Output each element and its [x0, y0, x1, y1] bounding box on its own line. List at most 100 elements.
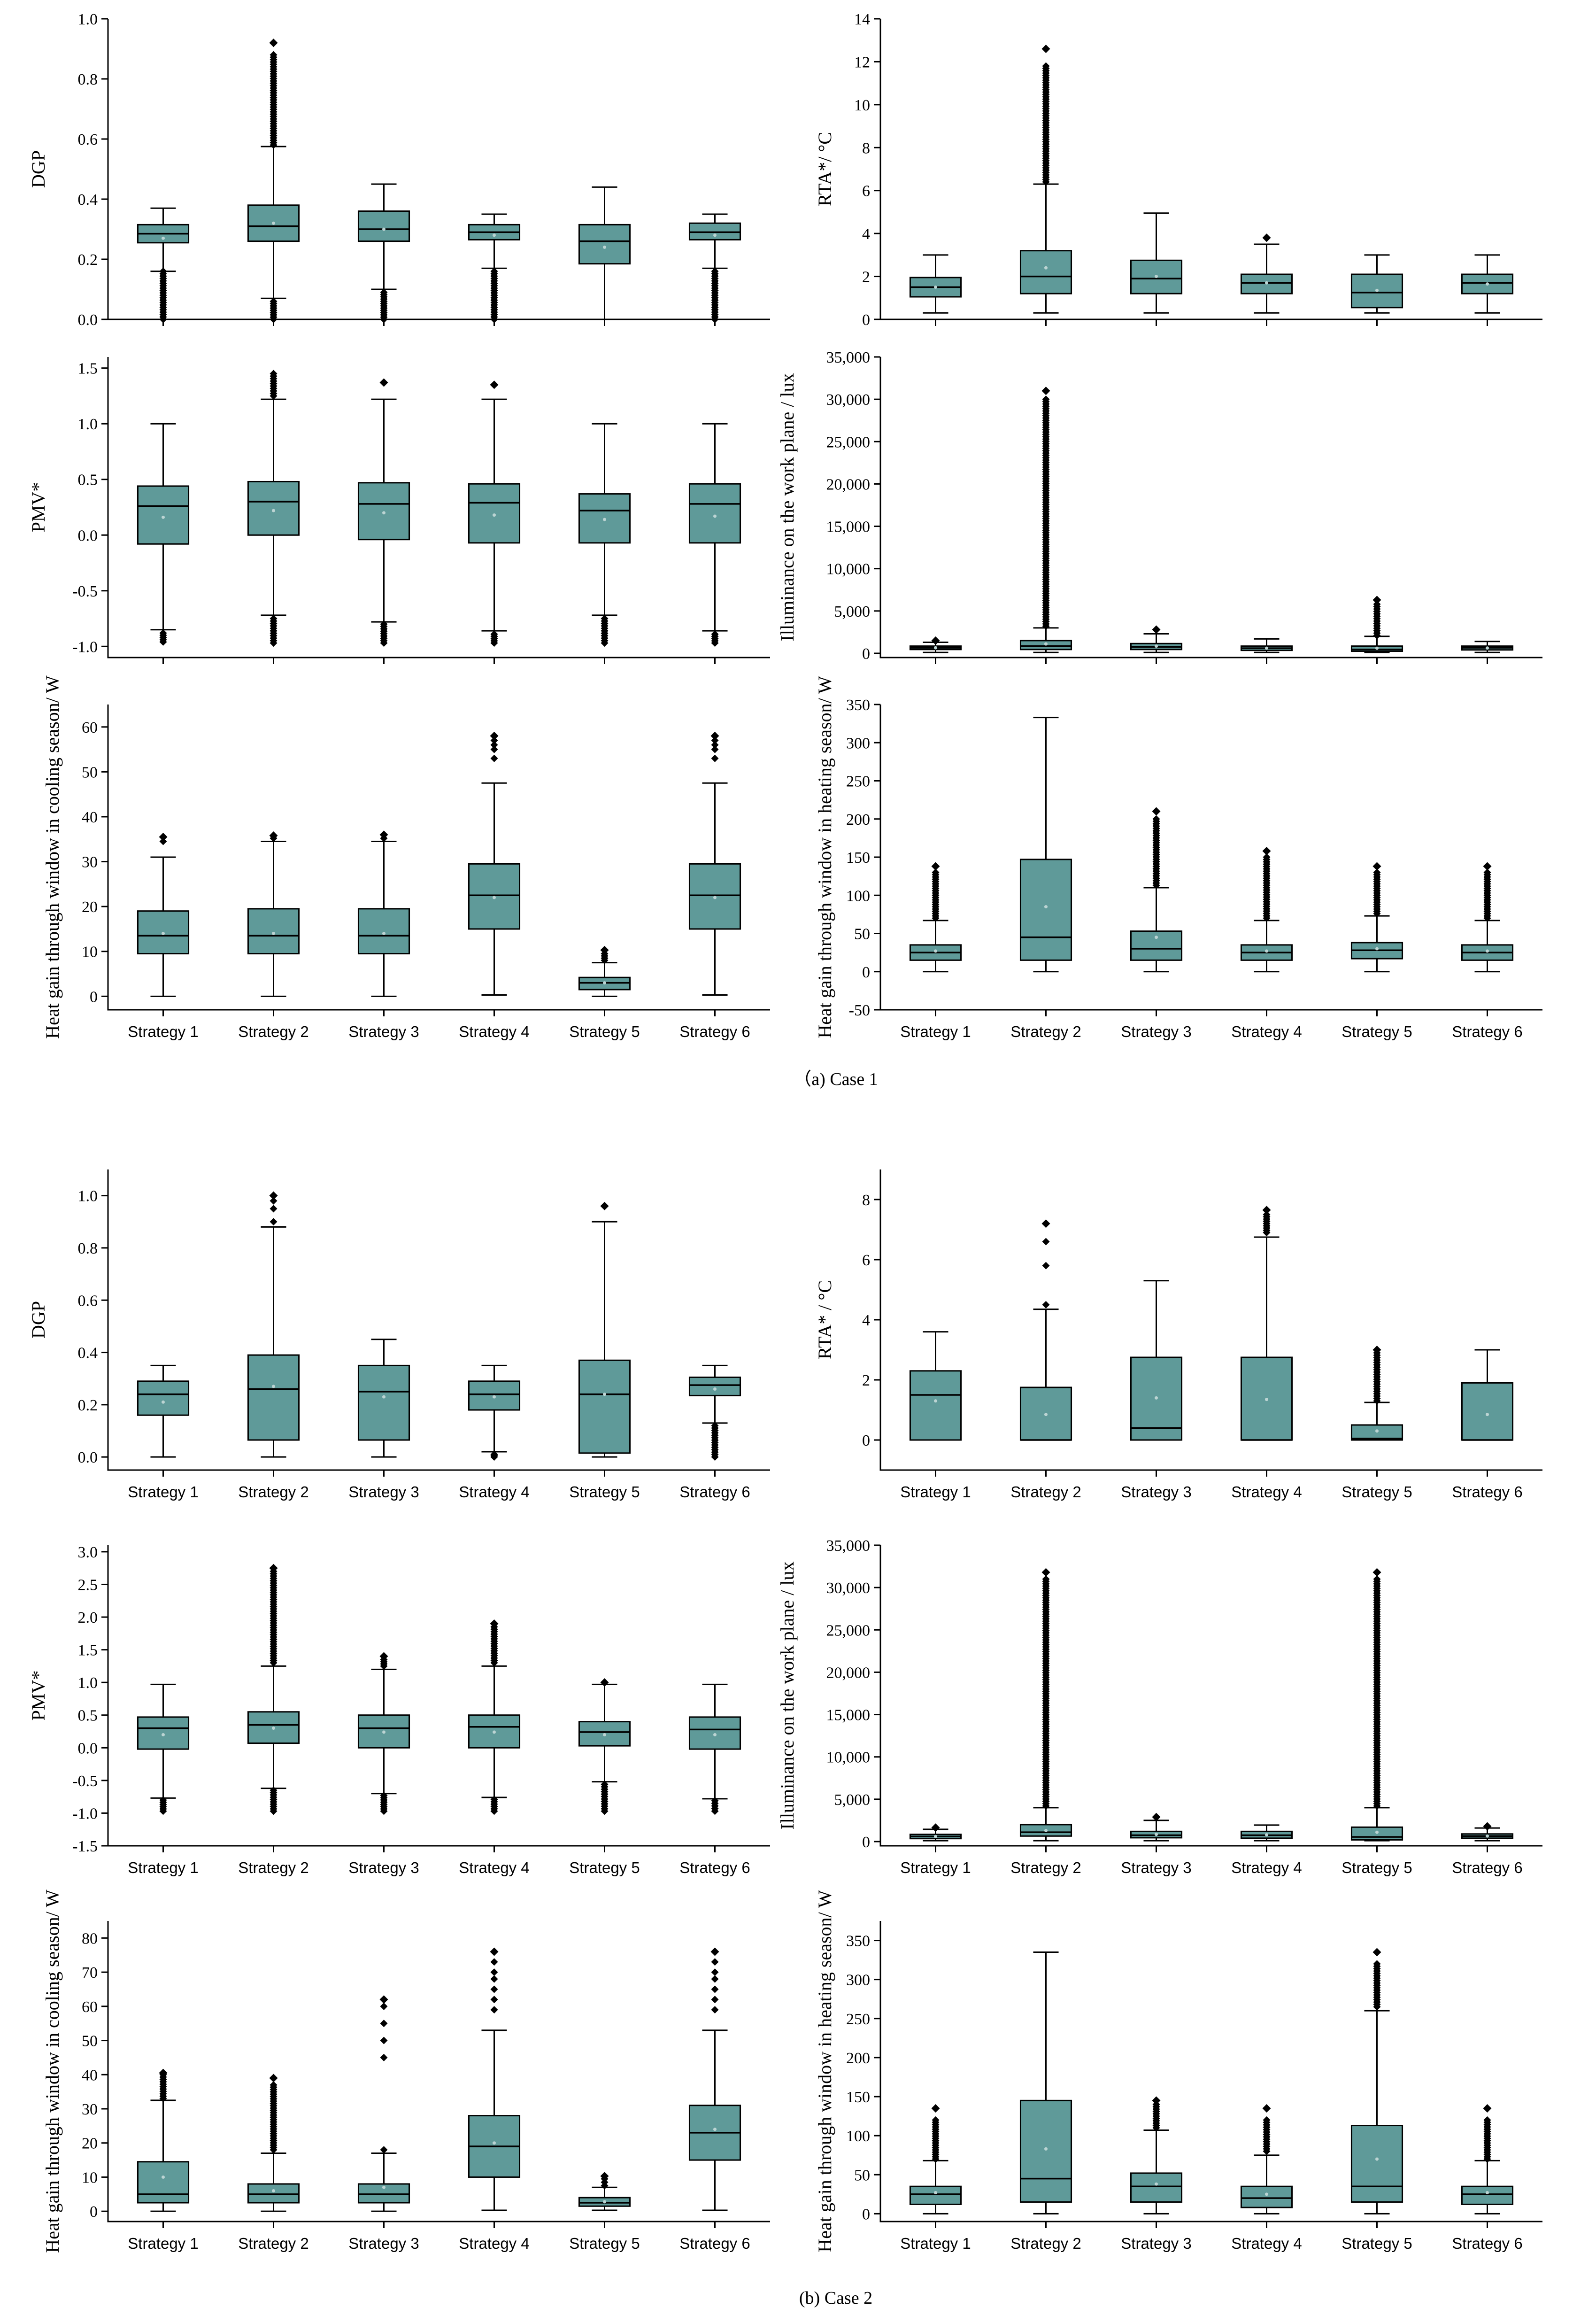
axis-frame — [879, 1921, 1542, 2222]
category-label: Strategy 5 — [569, 1023, 640, 1040]
y-tick-label: 0.5 — [78, 1707, 98, 1725]
category-label: Strategy 3 — [1121, 2235, 1191, 2252]
outlier-point — [380, 2002, 388, 2010]
outlier-point — [380, 639, 388, 647]
axis-frame — [879, 357, 1542, 658]
category-label: Strategy 4 — [1231, 1859, 1302, 1876]
box-4 — [468, 731, 521, 996]
panel-case1-rta: 0 2 4 6 8 10 12 14 RTA*/ °C — [814, 11, 1542, 329]
mean-marker — [493, 1730, 496, 1734]
box-3 — [357, 830, 410, 997]
y-tick-label: 0 — [862, 1432, 870, 1449]
y-tick-label: 0.6 — [78, 131, 98, 148]
y-tick-label: 2 — [862, 1372, 870, 1389]
iqr-box — [247, 1354, 300, 1441]
mean-marker — [713, 233, 717, 237]
y-axis-label: PMV* — [28, 482, 49, 533]
outlier-point — [1041, 1568, 1050, 1577]
panel-case1-pmv: -1.0 -0.5 0.0 0.5 1.0 1.5 PMV* — [28, 357, 770, 664]
outlier-point — [1262, 233, 1271, 242]
outlier-point — [711, 741, 719, 749]
outlier-point — [490, 741, 498, 749]
mean-marker — [934, 285, 937, 289]
outlier-point — [379, 830, 388, 839]
box-6 — [688, 213, 741, 323]
box-6 — [1461, 1349, 1514, 1441]
outlier-point — [490, 1985, 498, 1993]
outlier-point — [269, 2074, 278, 2083]
category-label: Strategy 2 — [238, 1483, 308, 1501]
y-tick-label: 350 — [846, 697, 870, 714]
mean-marker — [272, 221, 275, 225]
mean-marker — [603, 518, 606, 521]
mean-marker — [934, 1399, 937, 1403]
mean-marker — [713, 514, 717, 518]
mean-marker — [493, 2141, 496, 2145]
box-2 — [1019, 387, 1072, 653]
iqr-box — [1130, 930, 1183, 961]
category-label: Strategy 2 — [238, 1859, 308, 1876]
outlier-point — [270, 1197, 278, 1205]
outlier-point — [1152, 807, 1161, 816]
axis-frame — [107, 19, 770, 320]
mean-marker — [1155, 2182, 1158, 2186]
box-4 — [1240, 847, 1293, 973]
outlier-point — [1372, 862, 1381, 871]
outlier-point — [711, 1985, 719, 1993]
y-tick-label: 6 — [862, 1252, 870, 1269]
mean-marker — [162, 1733, 165, 1736]
y-tick-label: 0 — [862, 1834, 870, 1851]
box-2 — [247, 370, 300, 647]
outlier-point — [711, 1996, 719, 2004]
y-tick-label: 150 — [846, 849, 870, 867]
y-tick-label: 80 — [82, 1930, 98, 1947]
y-tick-label: 30 — [82, 854, 98, 871]
box-3 — [357, 1995, 410, 2212]
box-2 — [247, 2074, 300, 2212]
category-label: Strategy 1 — [900, 1483, 971, 1501]
y-axis-label: Heat gain through window in heating seas… — [814, 1890, 835, 2253]
outlier-point — [710, 731, 719, 740]
mean-marker — [493, 1395, 496, 1399]
outlier-point — [380, 2053, 388, 2061]
outlier-point — [490, 1453, 498, 1461]
mean-marker — [382, 227, 386, 231]
y-tick-label: 0.2 — [78, 1397, 98, 1414]
y-tick-label: 0 — [862, 964, 870, 981]
mean-marker — [1486, 1413, 1489, 1417]
y-tick-label: 70 — [82, 1964, 98, 1982]
outlier-point — [270, 2146, 278, 2154]
mean-marker — [934, 2191, 937, 2194]
box-1 — [137, 207, 190, 323]
category-label: Strategy 6 — [1452, 2235, 1522, 2252]
outlier-point — [159, 638, 167, 646]
axis-frame — [879, 705, 1542, 1011]
box-2 — [247, 1191, 300, 1458]
y-tick-label: 350 — [846, 1933, 870, 1950]
y-tick-label: 0.0 — [78, 527, 98, 544]
y-tick-label: 300 — [846, 735, 870, 752]
category-label: Strategy 3 — [1121, 1023, 1191, 1040]
y-tick-label: 0 — [862, 311, 870, 329]
category-label: Strategy 5 — [1342, 1859, 1412, 1876]
mean-marker — [1044, 642, 1048, 646]
mean-marker — [1486, 282, 1489, 286]
outlier-point — [1372, 596, 1381, 604]
mean-marker — [713, 896, 717, 899]
box-3 — [1130, 625, 1183, 653]
y-tick-label: 6 — [862, 183, 870, 200]
mean-marker — [272, 1727, 275, 1730]
outlier-point — [490, 1958, 498, 1966]
y-tick-label: 14 — [854, 11, 870, 28]
outlier-point — [1483, 862, 1492, 871]
category-label: Strategy 5 — [1342, 1023, 1412, 1040]
category-label: Strategy 5 — [569, 2235, 640, 2252]
y-axis-label: DGP — [28, 1301, 49, 1339]
outlier-point — [711, 2006, 719, 2014]
outlier-point — [1373, 2003, 1381, 2011]
y-tick-label: -0.5 — [72, 583, 98, 600]
y-tick-label: -0.5 — [72, 1773, 98, 1790]
y-tick-label: 0.2 — [78, 251, 98, 269]
y-tick-label: 0.0 — [78, 311, 98, 329]
iqr-box — [688, 483, 741, 544]
